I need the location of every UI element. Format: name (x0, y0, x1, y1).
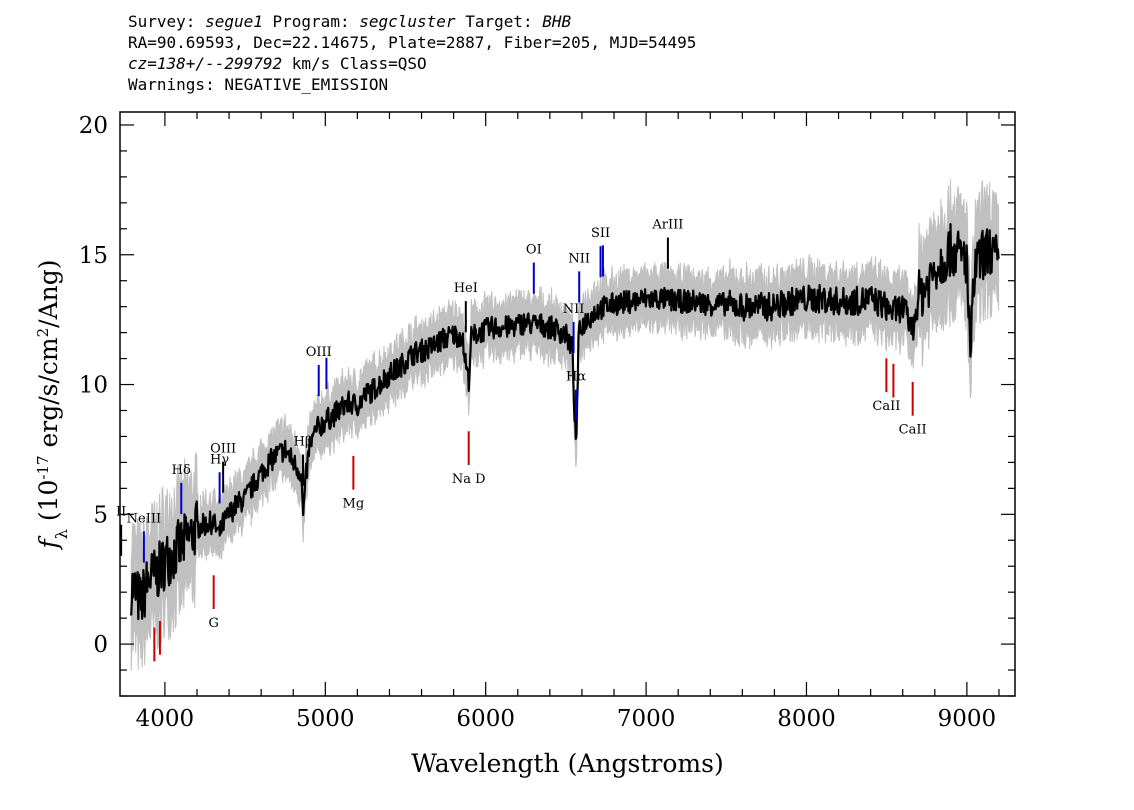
spectral-line-label: OIII (306, 345, 332, 360)
y-tick-label: 20 (79, 113, 108, 139)
plot-frame (119, 111, 1016, 697)
spectral-line-label: NII (568, 251, 590, 266)
spectral-line-label: Hγ (210, 452, 229, 467)
spectral-line-label: Na D (452, 472, 486, 487)
spectral-line-label: Hδ (172, 463, 191, 478)
y-tick-label: 15 (79, 243, 108, 269)
cz-value: cz=138+/--299792 (128, 54, 283, 73)
survey-value: segue1 (205, 12, 263, 31)
spectral-line-label: OIII (210, 442, 236, 457)
x-tick-label: 4000 (136, 706, 195, 732)
spectral-line-label: NeIII (127, 511, 161, 526)
spectral-line-label: OI (526, 243, 542, 258)
x-tick-label: 9000 (938, 706, 997, 732)
y-tick-label: 10 (79, 373, 108, 399)
spectral-line-label: CaII (872, 399, 900, 414)
spectral-line-label: Mg (343, 497, 365, 512)
header-line-redshift: cz=138+/--299792 km/s Class=QSO (128, 54, 427, 73)
x-axis-label: Wavelength (Angstroms) (411, 749, 723, 778)
spectral-line-label: NII (563, 302, 585, 317)
flux-line (130, 223, 1000, 621)
x-tick-label: 8000 (777, 706, 836, 732)
y-tick-label: 0 (93, 632, 108, 658)
error-band (130, 179, 1000, 671)
program-value: segcluster (359, 12, 456, 31)
target-value: BHB (542, 12, 572, 31)
spectral-line-label: ArIII (651, 218, 683, 233)
x-tick-label: 5000 (296, 706, 355, 732)
spectral-line-label: CaII (899, 423, 927, 438)
spectral-line-label: SII (591, 226, 610, 241)
header-line-warnings: Warnings: NEGATIVE_EMISSION (128, 75, 389, 94)
y-axis-label: fλ (10-17 erg/s/cm2/Ang) (34, 259, 71, 550)
spectral-line-label: Hβ (294, 435, 313, 450)
x-tick-label: 6000 (456, 706, 515, 732)
header-line-coordinates: RA=90.69593, Dec=22.14675, Plate=2887, F… (128, 33, 697, 52)
spectral-line-label: Hα (566, 370, 586, 385)
y-tick-label: 5 (93, 502, 108, 528)
spectral-line-label: II (116, 505, 126, 520)
header-line-survey: Survey: segue1 Program: segcluster Targe… (128, 12, 572, 31)
x-tick-label: 7000 (617, 706, 676, 732)
spectrum-header: Survey: segue1 Program: segcluster Targe… (128, 11, 696, 95)
spectral-line-label: HeI (454, 281, 478, 296)
spectral-line-label: G (208, 616, 218, 631)
